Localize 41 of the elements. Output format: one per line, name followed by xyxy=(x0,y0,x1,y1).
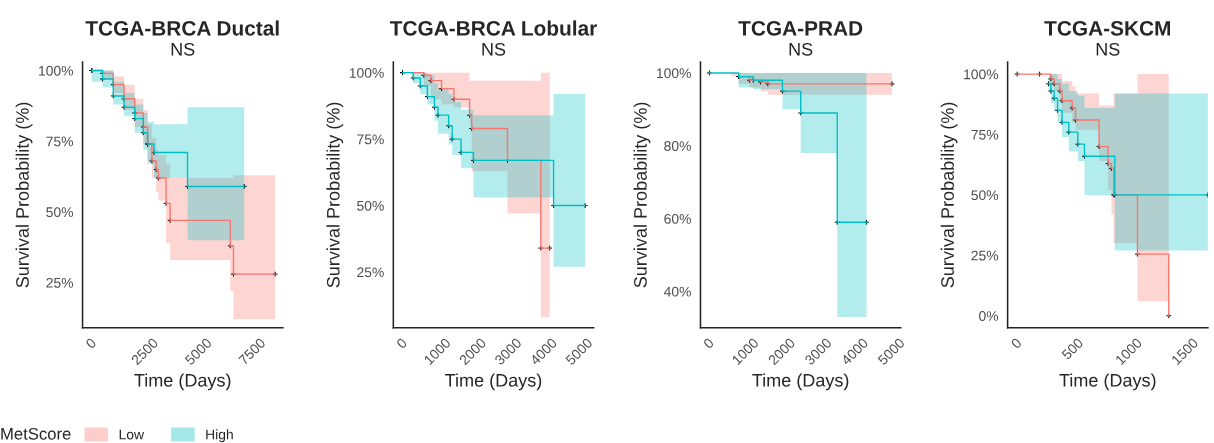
chart-subtitle: NS xyxy=(1096,42,1120,56)
chart-title: TCGA-PRAD xyxy=(738,20,863,36)
y-tick-label: 50% xyxy=(46,207,74,218)
chart-subtitle: NS xyxy=(482,42,506,56)
y-tick-label: 50% xyxy=(357,200,384,211)
x-tick-label: 0 xyxy=(1010,337,1023,350)
chart-subtitle: NS xyxy=(789,42,813,56)
y-tick-label: 40% xyxy=(663,286,691,297)
x-tick-label: 500 xyxy=(1061,337,1084,361)
chart-subtitle: NS xyxy=(171,42,195,56)
y-tick-label: 75% xyxy=(357,134,384,145)
y-tick-label: 100% xyxy=(656,68,691,79)
x-axis-title: Time (Days) xyxy=(134,373,231,391)
legend-title: MetScore xyxy=(1,427,71,440)
x-axis-title: Time (Days) xyxy=(752,373,849,391)
chart-title: TCGA-SKCM xyxy=(1044,20,1171,36)
y-tick-label: 100% xyxy=(964,69,999,80)
y-tick-label: 25% xyxy=(357,267,384,278)
x-axis-title: Time (Days) xyxy=(445,373,542,391)
y-axis-title: Survival Probability (%) xyxy=(326,102,344,288)
y-axis-title: Survival Probability (%) xyxy=(15,102,33,288)
y-tick-label: 100% xyxy=(39,65,74,76)
legend-label: High xyxy=(206,429,233,443)
y-tick-label: 100% xyxy=(349,67,384,78)
x-tick-label: 0 xyxy=(702,337,715,350)
y-tick-label: 25% xyxy=(971,250,999,261)
chart-title: TCGA-BRCA Ductal xyxy=(85,20,279,36)
y-tick-label: 50% xyxy=(971,190,999,201)
y-axis-title: Survival Probability (%) xyxy=(633,102,651,288)
y-tick-label: 80% xyxy=(664,141,691,151)
legend-label: Low xyxy=(119,429,145,440)
y-tick-label: 60% xyxy=(664,213,691,224)
y-tick-label: 75% xyxy=(971,129,999,140)
y-tick-label: 75% xyxy=(46,136,74,147)
x-axis-title: Time (Days) xyxy=(1059,373,1156,391)
x-tick-label: 0 xyxy=(395,337,408,350)
y-axis-title: Survival Probability (%) xyxy=(940,102,958,288)
chart-title: TCGA-BRCA Lobular xyxy=(389,20,597,36)
y-tick-label: 25% xyxy=(46,277,74,288)
x-tick-label: 0 xyxy=(85,337,97,350)
y-tick-label: 0% xyxy=(979,311,999,321)
